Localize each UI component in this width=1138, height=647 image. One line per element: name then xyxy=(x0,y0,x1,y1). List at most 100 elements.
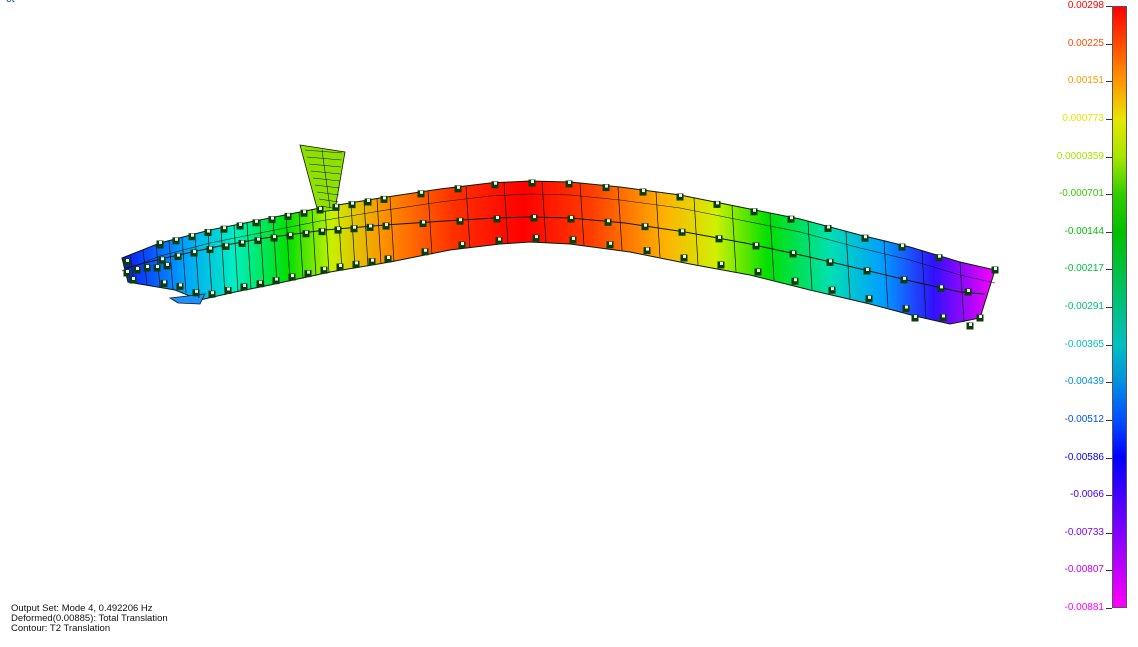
deformed-line: Deformed(0.00885): Total Translation xyxy=(11,613,168,624)
mesh-node xyxy=(254,237,262,245)
mesh-line xyxy=(298,212,304,279)
mesh-node xyxy=(222,242,230,250)
mesh-line xyxy=(807,221,813,290)
legend-tick xyxy=(1106,382,1112,384)
mesh-line xyxy=(921,250,927,318)
mesh-node xyxy=(493,215,501,223)
mesh-node xyxy=(750,208,758,216)
mesh-node xyxy=(382,222,390,230)
output-info: Output Set: Mode 4, 0.492206 Hz Deformed… xyxy=(11,604,168,634)
mesh-line xyxy=(389,196,395,263)
mesh-node xyxy=(190,249,198,257)
mesh-node xyxy=(176,282,184,290)
mesh-node xyxy=(602,184,610,192)
mesh-node xyxy=(680,254,688,262)
legend-tick xyxy=(1106,419,1112,421)
mesh-node xyxy=(206,246,214,254)
mesh-node xyxy=(256,280,264,288)
mesh-node xyxy=(789,250,797,258)
mesh-node xyxy=(288,273,296,281)
mesh-node xyxy=(204,229,212,237)
mesh-node xyxy=(935,254,943,262)
mesh-node xyxy=(528,179,536,187)
mesh-line xyxy=(845,231,851,299)
mesh-node xyxy=(174,253,182,261)
mesh-node xyxy=(966,322,974,330)
mesh-line xyxy=(168,240,174,290)
mesh-node xyxy=(123,269,131,277)
mesh-node xyxy=(336,263,344,271)
beam-body xyxy=(121,180,996,325)
mesh-node xyxy=(828,286,836,294)
legend-tick xyxy=(1106,307,1112,308)
legend-tick xyxy=(1106,156,1112,158)
tower-mesh-line xyxy=(306,156,342,161)
mesh-node xyxy=(163,262,171,270)
mesh-node xyxy=(302,230,310,238)
mesh-node xyxy=(368,258,376,266)
mesh-line xyxy=(194,233,200,299)
mesh-node xyxy=(491,181,499,189)
legend-label: -0.00439 xyxy=(1064,376,1104,388)
mesh-node xyxy=(320,266,328,274)
mesh-node xyxy=(224,287,232,295)
legend-label: -0.00881 xyxy=(1064,602,1104,613)
legend-label: -0.00144 xyxy=(1064,225,1104,237)
mesh-node xyxy=(911,314,919,322)
legend-label: -0.00807 xyxy=(1064,564,1104,576)
mesh-line xyxy=(311,209,317,276)
legend-label: -0.000701 xyxy=(1058,188,1104,200)
mesh-line xyxy=(272,217,278,285)
mesh-line xyxy=(731,205,737,272)
legend-tick xyxy=(1106,6,1112,7)
legend-label: 0.00225 xyxy=(1067,37,1104,49)
legend-label: 0.000773 xyxy=(1062,112,1104,124)
mesh-node xyxy=(300,209,308,217)
mesh-node xyxy=(252,219,260,227)
mesh-node xyxy=(937,284,945,292)
mesh-node xyxy=(318,228,326,236)
mesh-line xyxy=(376,198,382,265)
mesh-line xyxy=(579,182,585,246)
mesh-node xyxy=(604,218,612,226)
legend-tick xyxy=(1106,231,1112,233)
legend-tick xyxy=(1106,118,1112,120)
mesh-node xyxy=(898,243,906,251)
tower-mesh-line xyxy=(304,149,343,154)
mesh-line xyxy=(337,204,343,271)
mesh-node xyxy=(240,283,248,291)
mesh-line xyxy=(285,214,291,282)
mesh-node xyxy=(865,295,873,303)
mesh-node xyxy=(530,214,538,222)
mesh-node xyxy=(454,185,462,193)
mesh-node xyxy=(991,266,999,274)
mesh-node xyxy=(236,222,244,230)
mesh-line xyxy=(363,200,369,267)
mesh-node xyxy=(606,241,614,249)
mesh-node xyxy=(286,232,294,240)
mesh-node xyxy=(565,180,573,188)
mesh-node xyxy=(641,223,649,231)
contour-colorbar xyxy=(1112,6,1127,608)
mesh-node xyxy=(158,256,166,264)
mesh-node xyxy=(334,226,342,234)
mesh-node xyxy=(364,198,372,206)
mesh-node xyxy=(272,277,280,285)
mesh-node xyxy=(567,215,575,223)
mesh-node xyxy=(532,234,540,242)
tower-mesh-line xyxy=(321,149,331,209)
mesh-node xyxy=(270,234,278,242)
legend-label: -0.00291 xyxy=(1064,301,1104,312)
mesh-node xyxy=(964,288,972,296)
legend-tick xyxy=(1106,344,1112,346)
mesh-node xyxy=(208,290,216,298)
mesh-node xyxy=(348,201,356,209)
tower-mesh-line xyxy=(312,177,341,182)
mesh-line xyxy=(959,261,965,323)
legend-label: -0.00512 xyxy=(1064,413,1104,425)
mesh-line xyxy=(181,237,187,293)
mesh-line xyxy=(350,202,356,269)
mesh-node xyxy=(456,217,464,225)
